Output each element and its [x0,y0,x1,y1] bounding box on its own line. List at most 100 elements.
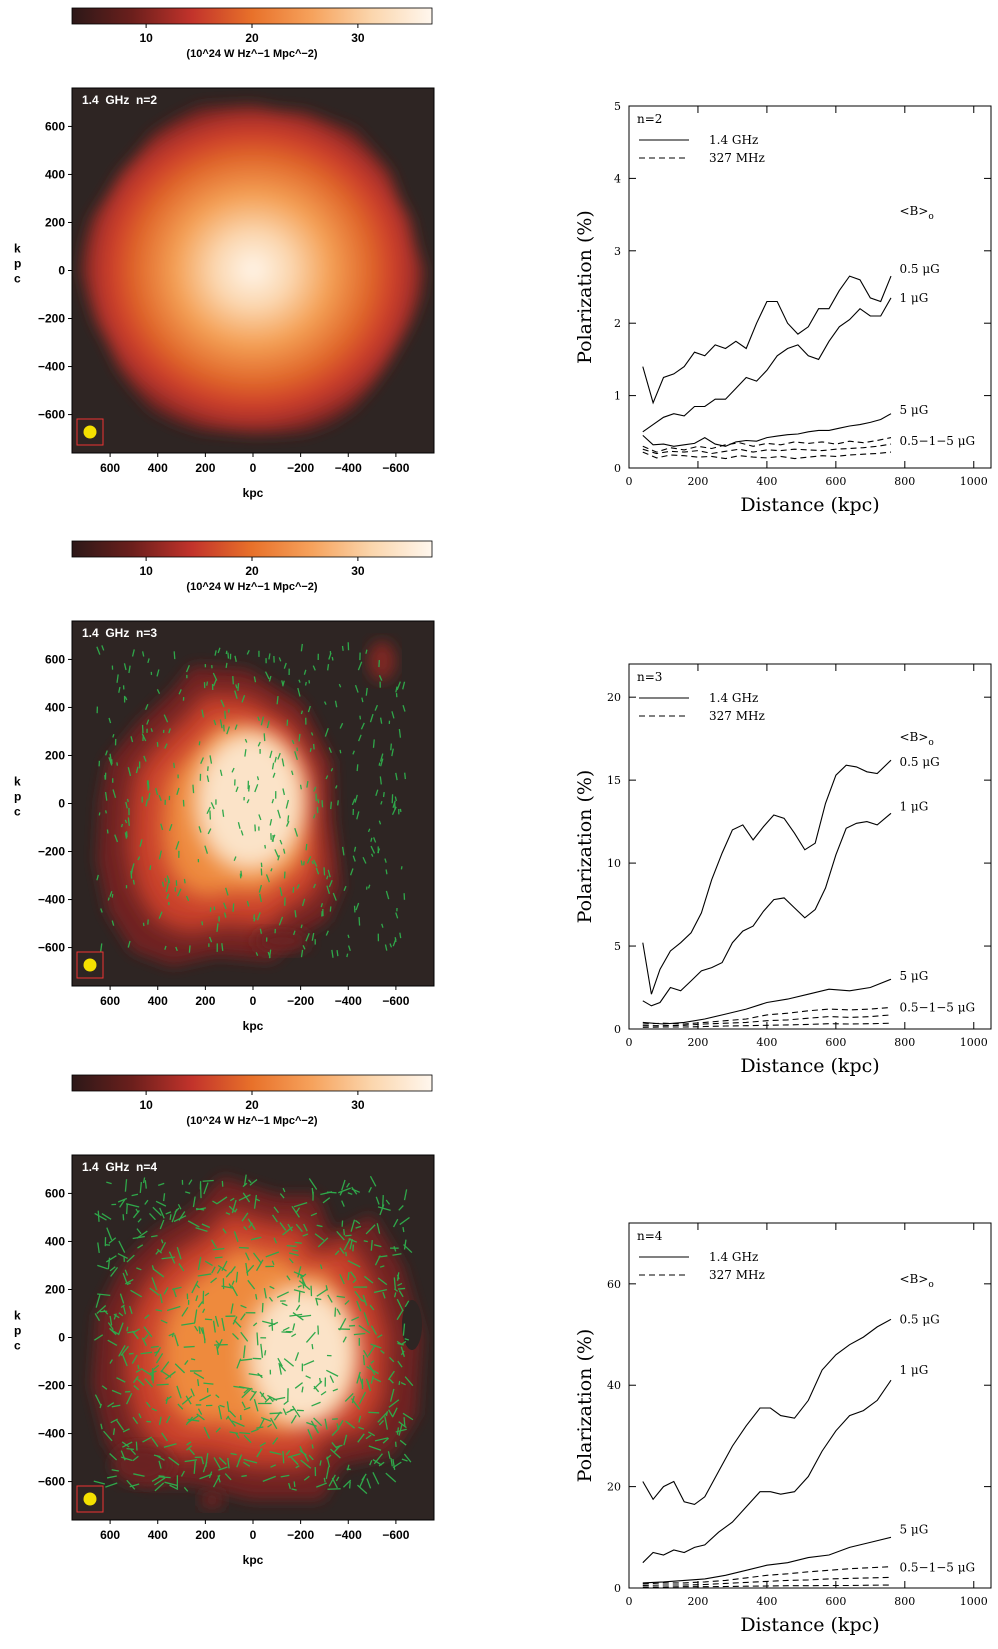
polarization-vector [159,1476,165,1477]
polarization-vector [332,657,333,660]
polarization-vector [239,1248,249,1249]
polarization-vector [215,1257,223,1258]
polarization-vector [224,725,225,732]
x-tick-label: 800 [894,475,915,488]
x-tick-label: −400 [335,994,362,1008]
y-tick-label: −400 [38,893,65,907]
polarization-vector [288,815,289,821]
polarization-vector [345,1235,352,1236]
x-tick-label: 200 [195,1528,215,1542]
y-tick-label: −600 [38,408,65,422]
x-axis-label: Distance (kpc) [740,1614,879,1636]
curve-label: 1 μG [899,1363,928,1377]
colorbar-tick-label: 20 [245,564,259,578]
polarization-vector [306,844,307,850]
colorbar-tick-label: 10 [139,1098,153,1112]
x-tick-label: −200 [287,461,314,475]
legend-dashed-label: 327 MHz [709,709,765,723]
legend-solid-label: 1.4 GHz [709,133,758,147]
x-tick-label: 0 [250,461,257,475]
y-tick-label: −200 [38,845,65,859]
polarization-vector [164,1193,165,1201]
polarization-vector [328,664,329,670]
polarization-vector [272,1319,273,1331]
polarization-vector [359,917,360,926]
polarization-vector [262,1303,263,1312]
map-label: 1.4 GHz n=4 [82,1160,157,1174]
x-tick-label: 600 [825,1595,846,1608]
curve-label: 0.5−1−5 μG [899,1000,975,1014]
polarization-vector [127,1449,134,1450]
x-tick-label: 800 [894,1036,915,1049]
polarization-vector [174,651,175,659]
x-tick-label: 800 [894,1595,915,1608]
polarization-vector [156,1384,168,1385]
polarization-vector [312,1188,313,1195]
y-tick-label: 0 [58,264,65,278]
polarization-vector [391,744,392,751]
colorbar-gradient [72,8,432,24]
legend-dashed-label: 327 MHz [709,151,765,165]
polarization-vector [301,785,302,790]
x-tick-label: 600 [825,475,846,488]
y-tick-label: −200 [38,1379,65,1393]
y-tick-label: 3 [614,245,621,258]
polarization-vector [138,1365,139,1369]
x-tick-label: −600 [382,1528,409,1542]
legend-dashed-label: 327 MHz [709,1268,765,1282]
polarization-vector [343,646,344,651]
polarization-vector [184,1346,195,1347]
y-tick-label: −200 [38,312,65,326]
polarization-vector [136,1442,137,1451]
polarization-vector [295,1242,302,1243]
x-tick-label: 400 [756,475,777,488]
polarization-vector [189,945,190,952]
polarization-vector [405,773,406,779]
polarization-vector [233,676,234,684]
x-tick-label: 200 [687,1036,708,1049]
y-tick-label: 0 [58,797,65,811]
emission-clump [254,929,310,953]
polarization-vector [265,845,266,848]
polarization-vector [228,653,229,659]
polarization-vector [348,935,349,938]
polarization-vector [294,1481,295,1486]
colorbar-unit-label: (10^24 W Hz^−1 Mpc^−2) [186,48,317,60]
polarization-vector [386,869,387,874]
panel-legend-label: n=3 [637,670,662,684]
x-tick-label: −600 [382,994,409,1008]
colorbar-unit-label: (10^24 W Hz^−1 Mpc^−2) [186,1115,317,1127]
y-tick-label: 15 [607,774,621,787]
x-tick-label: 400 [756,1595,777,1608]
y-tick-label: −400 [38,1427,65,1441]
map-label: 1.4 GHz n=2 [82,93,157,107]
polarization-vector [299,734,300,741]
x-tick-label: 200 [687,475,708,488]
x-tick-label: 0 [626,1036,633,1049]
polarization-vector [226,663,227,668]
x-tick-label: 200 [195,994,215,1008]
y-tick-label: 600 [45,119,65,133]
polarization-vector [397,1427,398,1434]
polarization-vector [127,1327,128,1332]
y-tick-label: 40 [607,1379,621,1392]
curve-label: 0.5−1−5 μG [899,1561,975,1575]
polarization-vector [174,763,175,768]
polarization-vector [222,943,223,951]
polarization-vector [199,741,200,745]
polarization-vector [399,1381,400,1385]
polarization-vector [346,1252,347,1256]
polarization-vector [344,1229,345,1235]
polarization-vector [238,683,239,691]
polarization-vector [133,880,134,885]
x-tick-label: 0 [626,475,633,488]
x-tick-label: 400 [148,1528,168,1542]
y-tick-label: 60 [607,1278,621,1291]
polarization-vector [384,792,385,797]
curve-label: 5 μG [899,969,928,983]
colorbar-tick-label: 20 [245,1098,259,1112]
polarization-vector [165,878,166,881]
